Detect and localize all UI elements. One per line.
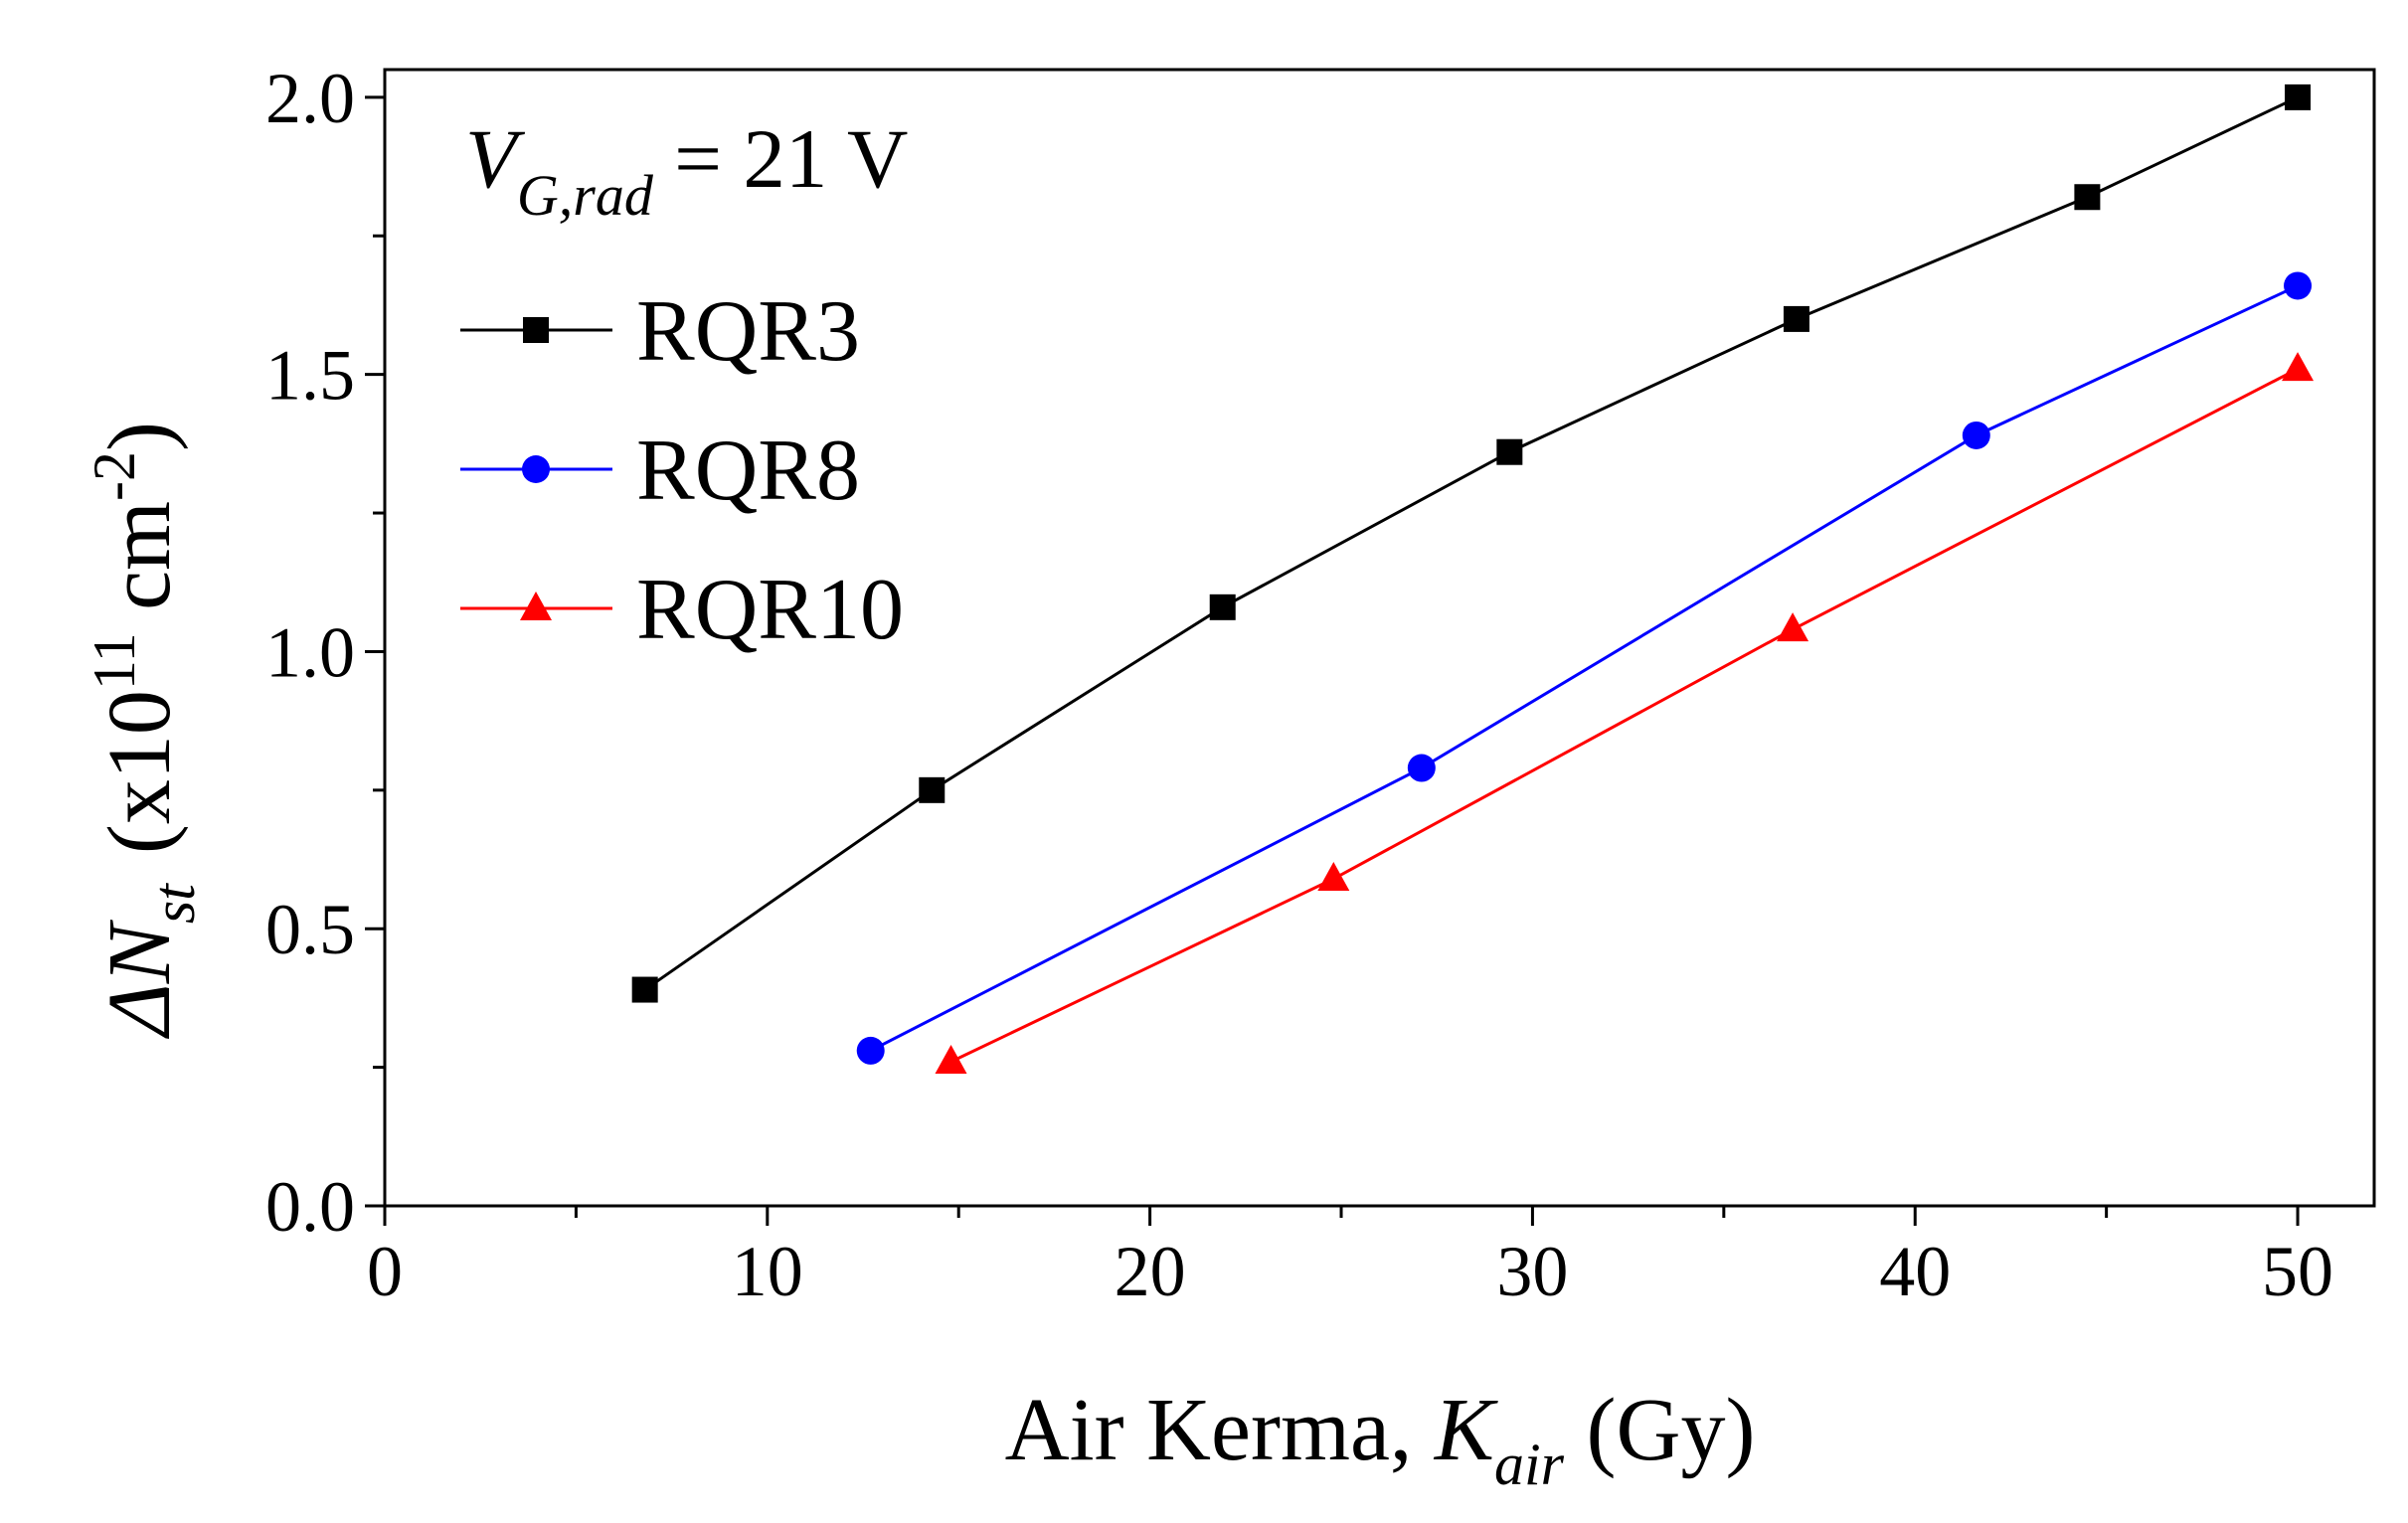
- marker: [1783, 305, 1809, 332]
- legend-label: RQR8: [636, 423, 860, 519]
- x-axis-label: Air Kerma, Kair (Gy): [1005, 1381, 1756, 1497]
- y-label-unit: cm: [90, 501, 189, 632]
- y-label-open: (x10: [90, 690, 189, 854]
- series-line: [870, 284, 2299, 1053]
- y-label-sub: st: [141, 883, 207, 924]
- y-label-close: ): [90, 422, 189, 451]
- marker: [1496, 438, 1523, 465]
- x-tick-label: 0: [367, 1232, 403, 1311]
- marker: [1317, 862, 1350, 892]
- marker: [1777, 612, 1809, 642]
- series-line: [643, 95, 2299, 991]
- marker: [919, 776, 946, 803]
- x-label-main: Air Kerma,: [1005, 1381, 1435, 1479]
- y-tick-label: 1.0: [265, 612, 355, 692]
- marker: [1407, 754, 1436, 782]
- marker: [1962, 421, 1990, 449]
- legend-label: RQR3: [636, 283, 860, 380]
- x-tick-label: 50: [2262, 1232, 2333, 1311]
- marker: [1209, 593, 1236, 620]
- marker: [523, 317, 549, 343]
- x-label-rest: (Gy): [1564, 1381, 1755, 1479]
- annotation-rest: = 21 V: [653, 112, 909, 206]
- marker: [2282, 352, 2315, 382]
- marker: [2074, 184, 2101, 211]
- x-tick-label: 40: [1879, 1232, 1951, 1311]
- marker: [522, 455, 550, 483]
- annotation: VG,rad = 21 V: [465, 112, 908, 228]
- y-label-exp: 11: [82, 632, 147, 690]
- y-label-symbol: ΔN: [90, 919, 189, 1039]
- marker: [935, 1045, 967, 1075]
- y-tick-label: 2.0: [265, 59, 355, 138]
- marker: [856, 1036, 885, 1065]
- x-tick-label: 30: [1496, 1232, 1568, 1311]
- x-tick-label: 20: [1115, 1232, 1186, 1311]
- x-label-symbol: K: [1433, 1381, 1498, 1479]
- y-tick-label: 0.5: [265, 890, 355, 969]
- y-tick-label: 0.0: [265, 1167, 355, 1247]
- y-label-unitexp: -2: [82, 451, 147, 501]
- annotation-sub: G,rad: [517, 163, 654, 228]
- series-line: [949, 367, 2299, 1064]
- x-tick-label: 10: [732, 1232, 803, 1311]
- x-label-sub: air: [1494, 1432, 1565, 1497]
- annotation-main: V: [465, 112, 526, 206]
- y-axis-label: ΔNst (x1011 cm-2): [82, 422, 207, 1039]
- y-tick-label: 1.5: [265, 336, 355, 416]
- marker: [2285, 84, 2312, 110]
- plot-frame: [383, 68, 2376, 1208]
- marker: [520, 592, 552, 620]
- legend-label: RQR10: [636, 562, 904, 658]
- marker: [2284, 271, 2313, 300]
- marker: [631, 976, 658, 1003]
